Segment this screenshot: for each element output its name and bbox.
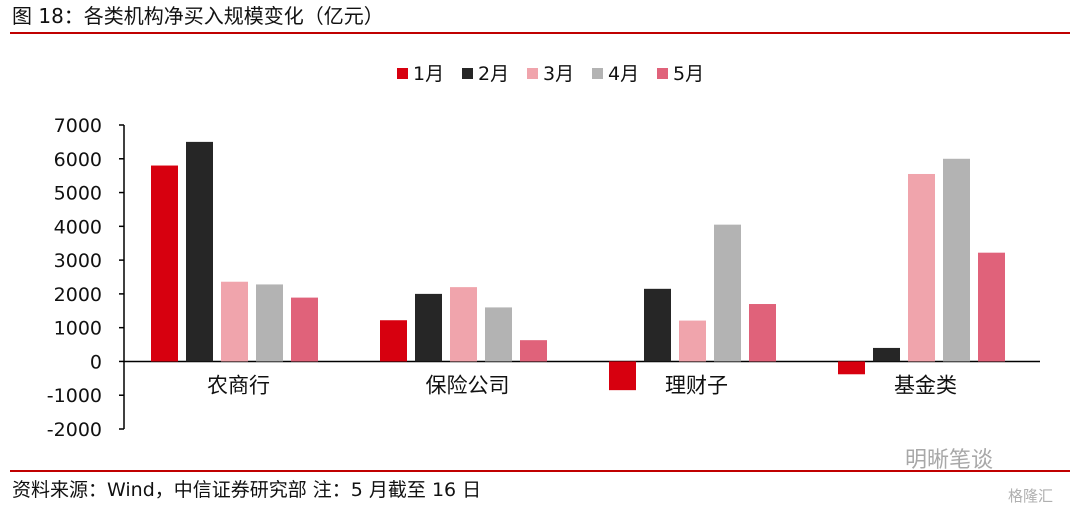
legend-swatch bbox=[592, 68, 603, 79]
y-tick-label: -2000 bbox=[47, 419, 102, 441]
y-tick-label: 5000 bbox=[54, 183, 102, 205]
y-tick-label: 3000 bbox=[54, 250, 102, 272]
y-tick-label: 7000 bbox=[54, 115, 102, 137]
bar-4-1 bbox=[256, 284, 283, 362]
y-tick-label: 2000 bbox=[54, 284, 102, 306]
top-rule bbox=[10, 32, 1070, 34]
bar-4-4 bbox=[943, 158, 970, 362]
bar-3-1 bbox=[221, 281, 248, 362]
bar-1-3 bbox=[609, 361, 636, 391]
figure-title: 图 18：各类机构净买入规模变化（亿元） bbox=[12, 4, 384, 28]
bar-2-3 bbox=[644, 288, 671, 362]
y-tick-label: 4000 bbox=[54, 216, 102, 238]
legend-label: 4月 bbox=[608, 63, 639, 85]
y-tick-label: -1000 bbox=[47, 385, 102, 407]
watermark-text: 明晰笔谈 bbox=[905, 448, 994, 473]
legend-label: 2月 bbox=[478, 63, 509, 85]
bar-2-4 bbox=[873, 347, 900, 362]
bar-4-2 bbox=[485, 307, 512, 362]
legend-swatch bbox=[527, 68, 538, 79]
category-label: 基金类 bbox=[894, 373, 957, 397]
bar-4-3 bbox=[714, 224, 741, 362]
bar-2-1 bbox=[186, 141, 213, 362]
legend-label: 1月 bbox=[413, 63, 444, 85]
y-tick-label: 1000 bbox=[54, 318, 102, 340]
bar-1-4 bbox=[838, 361, 865, 375]
bar-5-3 bbox=[749, 304, 776, 362]
category-label: 农商行 bbox=[207, 373, 270, 397]
y-tick-label: 0 bbox=[90, 351, 102, 373]
bar-5-4 bbox=[978, 252, 1005, 362]
bar-1-2 bbox=[380, 320, 407, 362]
category-label: 保险公司 bbox=[426, 373, 510, 397]
watermark-sub: 格隆汇 bbox=[1008, 487, 1054, 505]
bar-3-3 bbox=[679, 320, 706, 362]
bar-1-1 bbox=[151, 165, 178, 362]
bar-5-1 bbox=[291, 297, 318, 362]
bar-3-2 bbox=[450, 287, 477, 362]
bottom-rule bbox=[10, 470, 1070, 472]
category-label: 理财子 bbox=[665, 373, 728, 397]
source-note: 资料来源：Wind，中信证券研究部 注：5 月截至 16 日 bbox=[12, 479, 482, 501]
legend-swatch bbox=[397, 68, 408, 79]
legend-swatch bbox=[657, 68, 668, 79]
bar-2-2 bbox=[415, 293, 442, 362]
legend-swatch bbox=[462, 68, 473, 79]
bar-3-4 bbox=[908, 173, 935, 362]
legend-label: 3月 bbox=[543, 63, 574, 85]
legend-label: 5月 bbox=[673, 63, 704, 85]
bar-5-2 bbox=[520, 340, 547, 362]
y-tick-label: 6000 bbox=[54, 149, 102, 171]
